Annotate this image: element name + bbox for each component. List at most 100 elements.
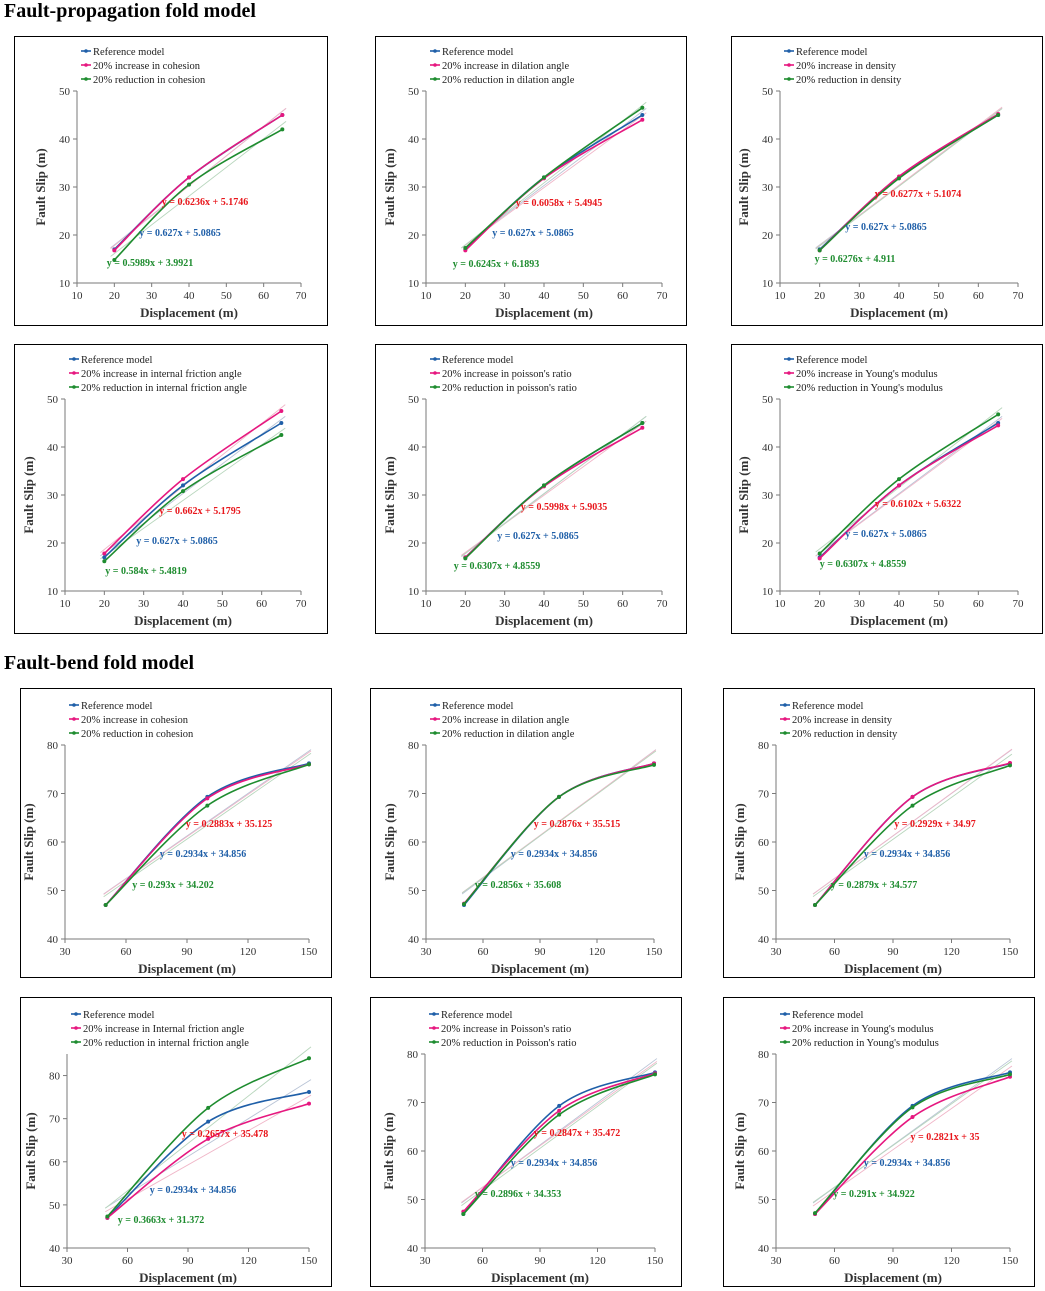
trend-equation: y = 0.6058x + 5.4945 [516,198,602,209]
data-point [1008,763,1012,768]
x-axis-label: Displacement (m) [491,961,589,976]
legend-label: Reference model [792,701,864,712]
x-axis-label: Displacement (m) [495,305,593,320]
data-point [187,182,191,187]
x-tick-label: 50 [933,290,945,302]
y-tick-label: 70 [758,1098,770,1110]
trendline [105,1094,312,1213]
trend-equation: y = 0.2657x + 35.478 [182,1129,268,1140]
data-point [897,477,901,482]
x-tick-label: 30 [499,290,511,302]
trend-equation: y = 0.6276x + 4.911 [815,254,896,265]
x-tick-label: 90 [888,1255,900,1267]
legend-marker [72,731,76,735]
data-point [463,556,468,561]
data-point [206,1105,211,1110]
legend-marker [433,63,437,67]
y-axis-label: Fault Slip (m) [382,148,397,225]
y-axis-label: Fault Slip (m) [736,148,751,225]
legend-marker [787,49,791,53]
trend-equation: y = 0.2821x + 35 [911,1132,980,1143]
x-tick-label: 10 [775,598,787,610]
legend-label: 20% reduction in internal friction angle [83,1038,249,1049]
x-tick-label: 60 [122,1255,134,1267]
trendline [103,752,312,898]
data-point [817,248,822,253]
x-tick-label: 10 [775,290,787,302]
trend-equation: y = 0.662x + 5.1795 [159,506,240,517]
legend-marker [783,703,787,707]
x-axis-label: Displacement (m) [850,305,948,320]
trend-equation: y = 0.2934x + 34.856 [864,849,950,860]
chart-panel: 40 50 60 70 80 30 60 90 120 150 Displacement (m) Fa… [370,688,682,978]
data-point [279,421,284,425]
y-tick-label: 20 [762,230,774,242]
legend-label: Reference model [442,355,514,366]
x-tick-label: 60 [829,1255,841,1267]
x-axis-label: Displacement (m) [139,1270,237,1285]
x-tick-label: 50 [578,290,590,302]
x-tick-label: 150 [301,946,318,958]
trend-equation: y = 0.627x + 5.0865 [497,531,578,542]
legend-label: Reference model [81,355,153,366]
x-tick-label: 90 [535,1255,547,1267]
y-axis-label: Fault Slip (m) [732,803,747,880]
legend-marker [84,77,88,81]
trend-equation: y = 0.627x + 5.0865 [139,228,220,239]
legend-marker [432,1012,436,1016]
legend-marker [787,357,791,361]
x-tick-label: 30 [421,946,433,958]
y-axis-label: Fault Slip (m) [732,1112,747,1189]
y-tick-label: 50 [408,394,420,406]
y-axis-label: Fault Slip (m) [381,1112,396,1189]
chart-svg: 10 20 30 40 50 10 20 30 40 50 60 70 Displacement (m)… [33,47,307,320]
y-tick-label: 80 [47,740,59,752]
data-point [910,1115,915,1120]
legend-marker [84,49,88,53]
chart-panel: 10 20 30 40 50 10 20 30 40 50 60 70 Displacement (m)… [375,344,687,634]
chart-panel: 40 50 60 70 80 30 60 90 120 150 Displacement (m) Fa… [370,997,682,1287]
y-axis-label: Fault Slip (m) [382,456,397,533]
legend-marker [433,49,437,53]
x-tick-label: 60 [477,1255,489,1267]
y-tick-label: 30 [408,490,420,502]
y-tick-label: 50 [47,886,59,898]
y-tick-label: 60 [408,837,420,849]
x-tick-label: 150 [647,1255,664,1267]
data-point [307,1101,311,1106]
data-point [813,1211,817,1216]
trend-equation: y = 0.627x + 5.0865 [492,228,573,239]
legend-marker [433,357,437,361]
data-point [817,556,822,561]
chart-svg: 40 50 60 70 80 30 60 90 120 150 Displacement (m) Fa… [732,701,1019,976]
data-point [640,113,645,117]
trend-equation: y = 0.6277x + 5.1074 [875,189,961,200]
legend-marker [783,1026,787,1030]
trend-equation: y = 0.6307x + 4.8559 [454,561,540,572]
chart-svg: 40 50 60 70 80 30 60 90 120 150 Displacement (m) Fa… [381,1010,664,1285]
y-tick-label: 80 [408,740,420,752]
trend-equation: y = 0.6245x + 6.1893 [453,259,539,270]
legend-label: 20% increase in internal friction angle [81,369,242,380]
data-point [813,903,817,908]
chart-svg: 10 20 30 40 50 10 20 30 40 50 60 70 Displacement (m)… [736,47,1024,320]
chart-panel: 40 50 60 70 80 30 60 90 120 150 Displacement (m) Fa… [723,688,1035,978]
y-tick-label: 60 [758,837,770,849]
y-tick-label: 80 [758,1049,770,1061]
trend-equation: y = 0.5989x + 3.9921 [107,258,193,269]
x-tick-label: 30 [60,946,72,958]
data-point [112,248,117,253]
y-tick-label: 30 [762,490,774,502]
legend-label: 20% increase in cohesion [93,61,201,72]
x-tick-label: 30 [146,290,158,302]
series-line-reduction [113,128,283,261]
x-tick-label: 150 [646,946,663,958]
x-tick-label: 50 [578,598,590,610]
data-point [996,113,1001,117]
trendline [105,1046,312,1209]
data-point [105,1214,110,1219]
y-tick-label: 50 [408,886,420,898]
y-tick-label: 80 [407,1049,419,1061]
data-point [279,409,284,413]
legend-label: Reference model [792,1010,864,1021]
